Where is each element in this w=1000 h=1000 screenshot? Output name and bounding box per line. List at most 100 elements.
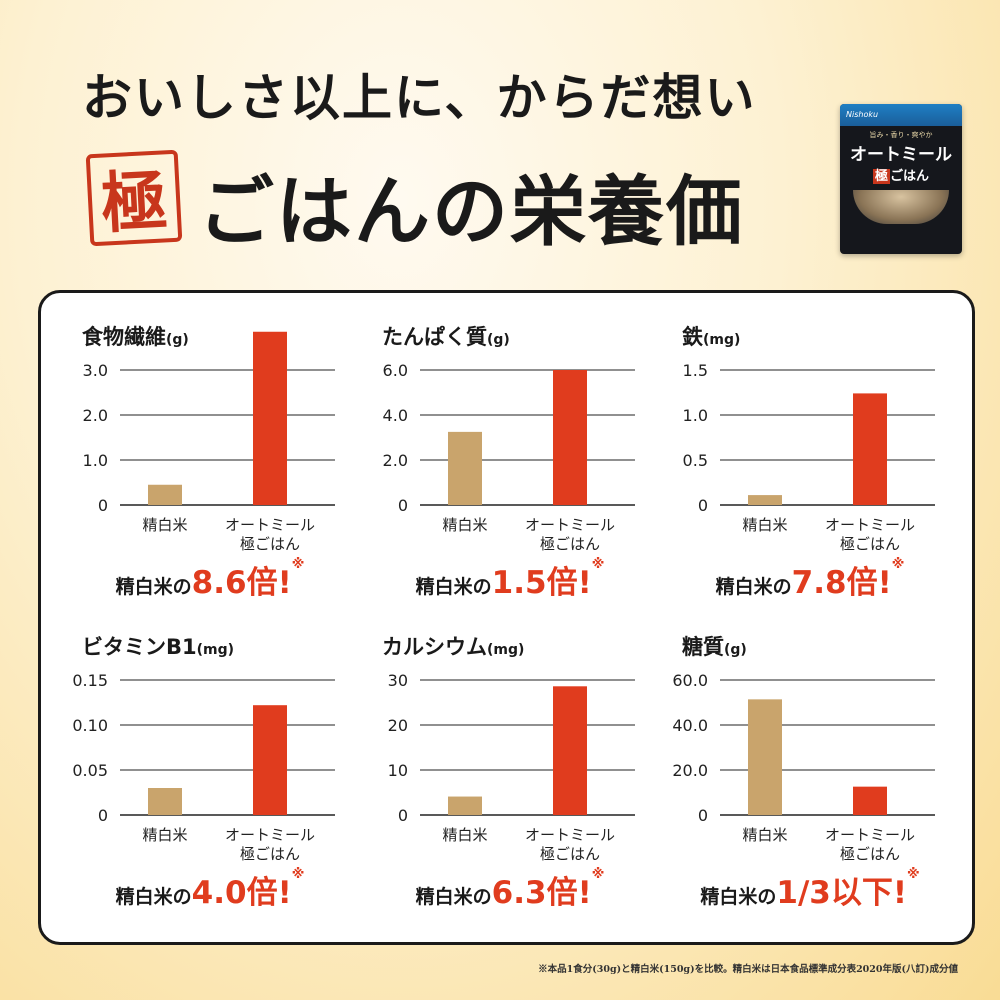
- y-tick-label: 1.0: [683, 406, 708, 425]
- bar-rice: [748, 495, 782, 505]
- comparison-caption: 精白米の1.5倍!※: [360, 557, 660, 602]
- bar-rice: [148, 484, 182, 505]
- x-category-label: 精白米: [142, 516, 187, 534]
- y-tick-label: 0: [98, 496, 108, 515]
- chart-title: 食物繊維(g): [82, 321, 189, 351]
- caption-ratio: 6.3倍!: [491, 875, 592, 911]
- bar-oatmeal: [253, 705, 287, 815]
- y-tick-label: 0: [398, 496, 408, 515]
- product-name: オートミール: [850, 145, 952, 165]
- bar-oatmeal: [553, 370, 587, 505]
- y-tick-label: 1.5: [683, 361, 708, 380]
- chart-panel: たんぱく質(g) 0 2.0 4.0 6.0 精白米 オートミール 極ごはん 精白米の1.5倍!…: [360, 305, 660, 615]
- bar-rice: [448, 431, 482, 505]
- chart-title: 糖質(g): [682, 631, 747, 661]
- x-category-label: 極ごはん: [840, 535, 900, 553]
- x-category-label: 極ごはん: [540, 535, 600, 553]
- chart-panel: ビタミンB1(mg) 0 0.05 0.10 0.15 精白米 オートミール 極ごはん 精白米の…: [60, 615, 360, 925]
- comparison-caption: 精白米の6.3倍!※: [360, 867, 660, 912]
- x-category-label: オートミール: [225, 516, 315, 534]
- x-category-label: 精白米: [442, 516, 487, 534]
- caption-note-mark: ※: [891, 557, 905, 572]
- x-category-label: 精白米: [142, 826, 187, 844]
- comparison-caption: 精白米の7.8倍!※: [660, 557, 960, 602]
- chart-unit: (mg): [196, 642, 235, 658]
- caption-ratio: 1.5倍!: [491, 565, 592, 601]
- chart-unit: (mg): [703, 332, 741, 348]
- caption-note-mark: ※: [591, 557, 605, 572]
- x-category-label: オートミール: [825, 826, 915, 844]
- bar-oatmeal: [853, 393, 887, 505]
- chart-title-text: 食物繊維: [82, 325, 166, 349]
- product-tagline: 旨み・香り・爽やか: [869, 131, 933, 139]
- caption-note-mark: ※: [591, 867, 605, 882]
- page-title: ごはんの栄養価: [198, 167, 744, 256]
- brand-logo: Nishoku: [840, 104, 962, 126]
- caption-ratio: 7.8倍!: [791, 565, 892, 601]
- y-tick-label: 0.15: [72, 671, 108, 690]
- x-category-label: 極ごはん: [240, 845, 300, 863]
- caption-prefix: 精白米の: [115, 576, 192, 598]
- chart-panel: 食物繊維(g) 0 1.0 2.0 3.0 精白米 オートミール 極ごはん 精白米の8.6倍!※: [60, 305, 360, 615]
- caption-prefix: 精白米の: [115, 886, 192, 908]
- y-tick-label: 2.0: [383, 451, 408, 470]
- caption-note-mark: ※: [906, 867, 920, 882]
- y-tick-label: 40.0: [672, 716, 708, 735]
- chart-unit: (g): [724, 642, 747, 658]
- bar-oatmeal: [253, 331, 287, 505]
- x-category-label: 精白米: [742, 516, 787, 534]
- y-tick-label: 0.5: [683, 451, 708, 470]
- caption-ratio: 8.6倍!: [191, 565, 292, 601]
- chart-title-text: ビタミンB1: [82, 635, 197, 659]
- y-tick-label: 10: [388, 761, 408, 780]
- y-tick-label: 20: [388, 716, 408, 735]
- y-tick-label: 2.0: [83, 406, 108, 425]
- product-package-image: Nishoku 旨み・香り・爽やか オートミール 極ごはん: [840, 104, 962, 254]
- chart-title-text: 鉄: [682, 325, 703, 349]
- caption-ratio: 4.0倍!: [191, 875, 292, 911]
- y-tick-label: 0.05: [72, 761, 108, 780]
- chart-title: ビタミンB1(mg): [82, 631, 234, 661]
- y-tick-label: 0: [698, 806, 708, 825]
- y-tick-label: 0.10: [72, 716, 108, 735]
- chart-title: カルシウム(mg): [382, 631, 524, 661]
- caption-prefix: 精白米の: [715, 576, 792, 598]
- chart-unit: (g): [487, 332, 510, 348]
- product-name-sub: 極ごはん: [840, 165, 962, 184]
- y-tick-label: 6.0: [383, 361, 408, 380]
- caption-ratio: 1/3以下!: [776, 875, 907, 911]
- comparison-caption: 精白米の1/3以下!※: [660, 867, 960, 912]
- bar-oatmeal: [853, 786, 887, 815]
- caption-prefix: 精白米の: [415, 576, 492, 598]
- y-tick-label: 4.0: [383, 406, 408, 425]
- caption-prefix: 精白米の: [700, 886, 777, 908]
- y-tick-label: 60.0: [672, 671, 708, 690]
- x-category-label: 精白米: [442, 826, 487, 844]
- product-name-sub-text: ごはん: [890, 169, 930, 184]
- bar-oatmeal: [553, 686, 587, 815]
- chart-unit: (g): [166, 332, 189, 348]
- chart-title-text: 糖質: [682, 635, 724, 659]
- y-tick-label: 1.0: [83, 451, 108, 470]
- y-tick-label: 0: [98, 806, 108, 825]
- chart-panel: カルシウム(mg) 0 10 20 30 精白米 オートミール 極ごはん 精白米の6.3倍!※: [360, 615, 660, 925]
- x-category-label: オートミール: [525, 826, 615, 844]
- y-tick-label: 30: [388, 671, 408, 690]
- y-tick-label: 0: [398, 806, 408, 825]
- y-tick-label: 0: [698, 496, 708, 515]
- chart-title: 鉄(mg): [682, 321, 740, 351]
- nutrition-card: [38, 290, 975, 945]
- chart-title: たんぱく質(g): [382, 321, 510, 351]
- headline: おいしさ以上に、からだ想い: [82, 68, 757, 127]
- product-name-mark: 極: [872, 169, 890, 184]
- x-category-label: 極ごはん: [240, 535, 300, 553]
- y-tick-label: 3.0: [83, 361, 108, 380]
- stamp-mark: 極: [85, 149, 183, 247]
- chart-title-text: たんぱく質: [382, 325, 487, 349]
